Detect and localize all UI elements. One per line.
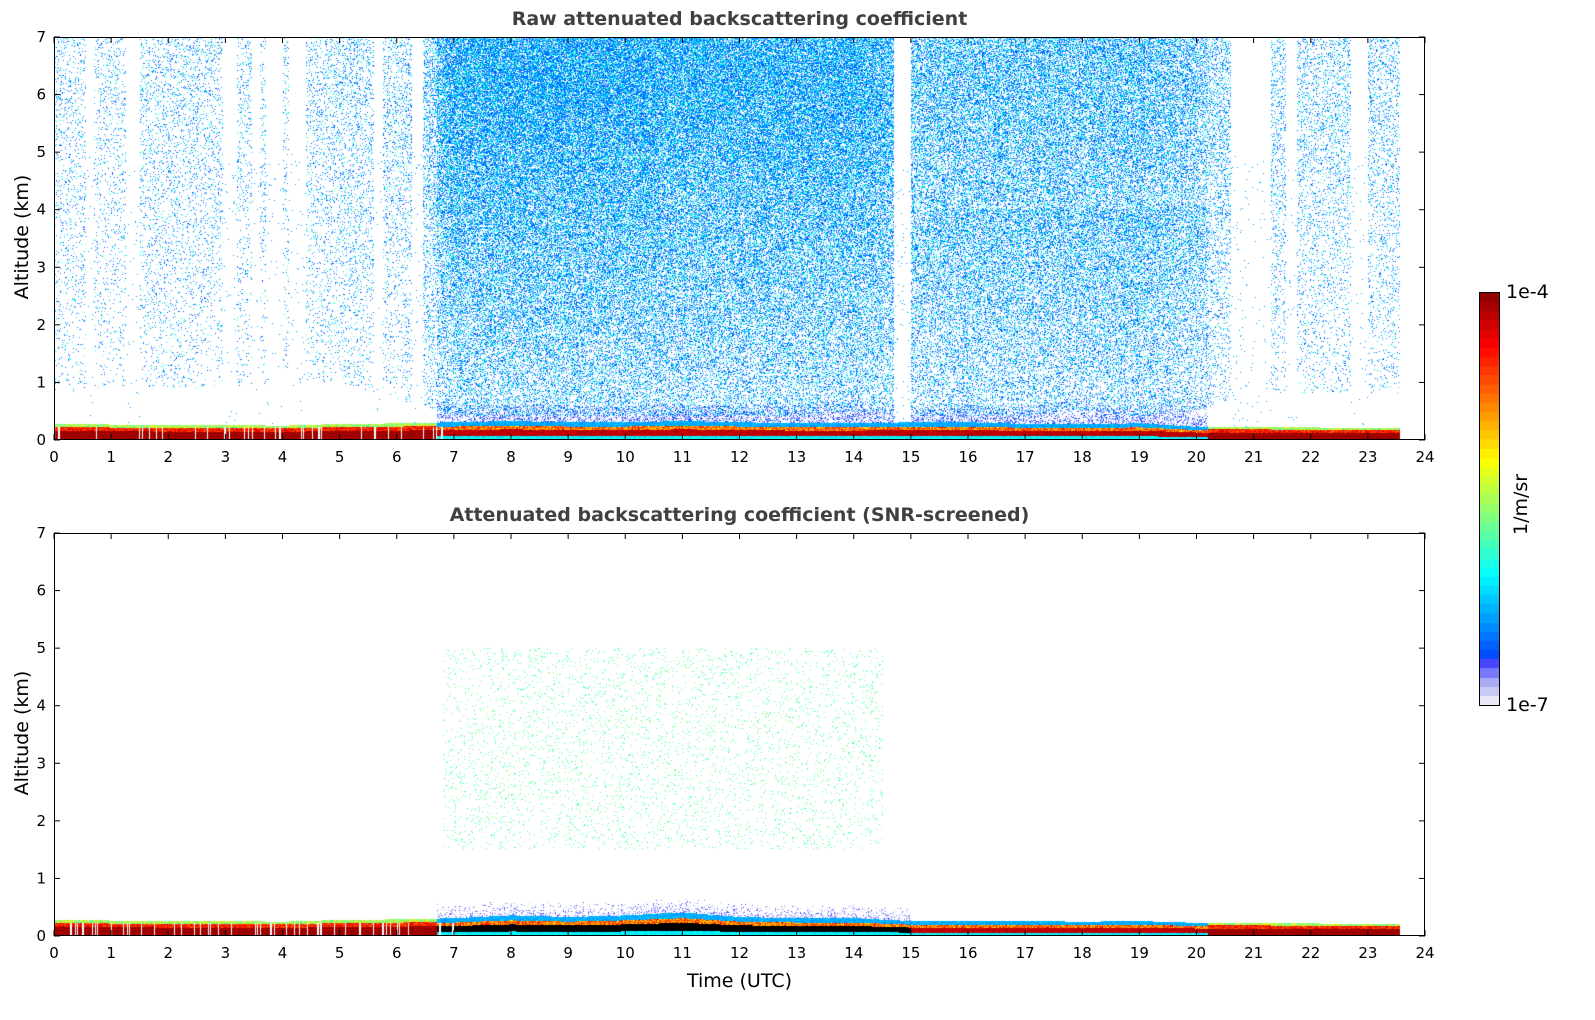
x-tick-label: 4 <box>278 944 288 962</box>
x-tick-label: 19 <box>1130 944 1149 962</box>
x-tick-label: 1 <box>106 944 116 962</box>
x-axis-label: Time (UTC) <box>686 970 793 992</box>
y-tick-label: 2 <box>36 316 46 334</box>
x-tick-label: 5 <box>335 944 345 962</box>
x-tick-label: 18 <box>1073 944 1092 962</box>
y-tick-label: 4 <box>36 697 46 715</box>
x-tick-label: 6 <box>392 448 402 466</box>
colorbar-min-label: 1e-7 <box>1506 694 1549 716</box>
y-tick-label: 5 <box>36 143 46 161</box>
y-tick-label: 5 <box>36 639 46 657</box>
x-tick-label: 2 <box>163 944 173 962</box>
x-tick-label: 1 <box>106 448 116 466</box>
y-tick-label: 1 <box>36 869 46 887</box>
x-tick-label: 5 <box>335 448 345 466</box>
y-tick-label: 0 <box>36 431 46 449</box>
colorbar-max-label: 1e-4 <box>1506 281 1549 303</box>
x-tick-label: 21 <box>1244 944 1263 962</box>
bottom-heatmap <box>54 533 1425 936</box>
x-tick-label: 16 <box>958 944 977 962</box>
x-tick-label: 15 <box>901 944 920 962</box>
x-tick-label: 22 <box>1301 448 1320 466</box>
x-tick-label: 9 <box>563 944 573 962</box>
x-tick-label: 15 <box>901 448 920 466</box>
x-tick-label: 23 <box>1358 944 1377 962</box>
x-tick-label: 6 <box>392 944 402 962</box>
x-tick-label: 19 <box>1130 448 1149 466</box>
colorbar-gradient <box>1480 293 1499 705</box>
x-tick-label: 21 <box>1244 448 1263 466</box>
colorbar <box>1479 292 1500 706</box>
y-tick-label: 6 <box>36 582 46 600</box>
y-tick-label: 6 <box>36 86 46 104</box>
x-tick-label: 12 <box>730 944 749 962</box>
x-tick-label: 10 <box>616 944 635 962</box>
y-tick-label: 4 <box>36 201 46 219</box>
top-heatmap <box>54 37 1425 440</box>
x-tick-label: 14 <box>844 448 863 466</box>
x-tick-label: 0 <box>49 944 59 962</box>
x-tick-label: 9 <box>563 448 573 466</box>
y-tick-label: 3 <box>36 754 46 772</box>
x-tick-label: 8 <box>506 448 516 466</box>
colorbar-unit-label: 1/m/sr <box>1510 473 1532 535</box>
x-tick-label: 7 <box>449 448 459 466</box>
y-tick-label: 0 <box>36 927 46 945</box>
x-tick-label: 16 <box>958 448 977 466</box>
x-tick-label: 24 <box>1415 944 1434 962</box>
x-tick-label: 17 <box>1016 448 1035 466</box>
x-tick-label: 11 <box>673 448 692 466</box>
x-tick-label: 20 <box>1187 944 1206 962</box>
x-tick-label: 12 <box>730 448 749 466</box>
x-tick-label: 11 <box>673 944 692 962</box>
x-tick-label: 24 <box>1415 448 1434 466</box>
y-tick-label: 3 <box>36 258 46 276</box>
x-tick-label: 14 <box>844 944 863 962</box>
x-tick-label: 8 <box>506 944 516 962</box>
top-chart-title: Raw attenuated backscattering coefficien… <box>511 8 968 30</box>
x-tick-label: 7 <box>449 944 459 962</box>
bottom-chart-title: Attenuated backscattering coefficient (S… <box>449 504 1030 526</box>
y-tick-label: 7 <box>36 28 46 46</box>
x-tick-label: 3 <box>221 448 231 466</box>
x-tick-label: 18 <box>1073 448 1092 466</box>
x-tick-label: 0 <box>49 448 59 466</box>
x-tick-label: 13 <box>787 944 806 962</box>
y-tick-label: 7 <box>36 524 46 542</box>
x-tick-label: 17 <box>1016 944 1035 962</box>
y-tick-label: 1 <box>36 373 46 391</box>
x-tick-label: 13 <box>787 448 806 466</box>
x-tick-label: 22 <box>1301 944 1320 962</box>
x-tick-label: 4 <box>278 448 288 466</box>
x-tick-label: 3 <box>221 944 231 962</box>
x-tick-label: 2 <box>163 448 173 466</box>
x-tick-label: 10 <box>616 448 635 466</box>
x-tick-label: 20 <box>1187 448 1206 466</box>
x-tick-label: 23 <box>1358 448 1377 466</box>
y-tick-label: 2 <box>36 812 46 830</box>
